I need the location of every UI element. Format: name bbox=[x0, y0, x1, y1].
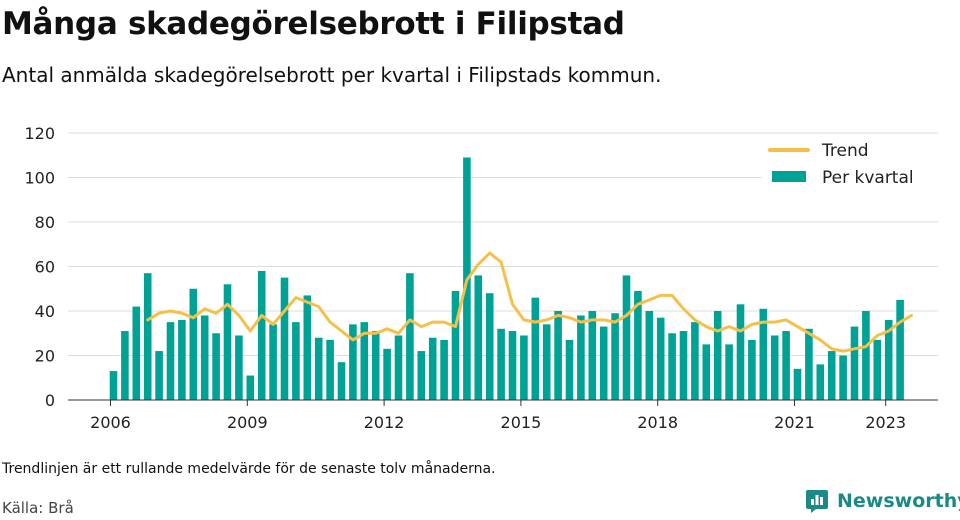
bar bbox=[736, 304, 745, 400]
bar bbox=[577, 315, 585, 400]
brand-logo[interactable]: Newsworthy bbox=[805, 488, 960, 514]
bar bbox=[839, 355, 847, 400]
bar bbox=[178, 319, 186, 400]
bar bbox=[497, 328, 505, 400]
bar bbox=[713, 311, 722, 400]
bar bbox=[531, 297, 540, 400]
bar bbox=[189, 288, 198, 400]
brand-name: Newsworthy bbox=[837, 490, 960, 512]
chart-title: Många skadegörelsebrott i Filipstad bbox=[2, 6, 625, 42]
x-tick-label: 2018 bbox=[637, 413, 678, 432]
x-tick-label: 2009 bbox=[227, 413, 268, 432]
bar bbox=[337, 362, 346, 400]
bar bbox=[554, 311, 562, 400]
bar bbox=[896, 299, 904, 400]
bar bbox=[611, 313, 619, 400]
bar bbox=[257, 270, 266, 400]
bar bbox=[862, 311, 870, 400]
bar bbox=[816, 364, 825, 400]
bar bbox=[679, 331, 688, 400]
bar bbox=[725, 344, 733, 400]
bar bbox=[805, 328, 813, 400]
bar bbox=[132, 306, 141, 400]
y-tick-label: 80 bbox=[35, 213, 55, 232]
bar bbox=[417, 351, 426, 400]
y-tick-label: 120 bbox=[24, 124, 55, 143]
bar bbox=[634, 290, 642, 400]
bar bbox=[326, 339, 334, 400]
y-tick-label: 40 bbox=[35, 302, 55, 321]
bar bbox=[314, 337, 323, 400]
bar bbox=[759, 308, 768, 400]
bar bbox=[702, 344, 711, 400]
legend-bars-swatch bbox=[772, 171, 806, 182]
bar bbox=[109, 371, 118, 400]
bar bbox=[645, 311, 654, 400]
trend-line bbox=[146, 251, 913, 353]
bar bbox=[349, 324, 357, 400]
legend-background bbox=[762, 135, 940, 197]
bar bbox=[508, 331, 517, 400]
bar bbox=[793, 368, 802, 400]
bar bbox=[406, 273, 414, 400]
source-label: Källa: Brå bbox=[2, 499, 74, 517]
bar bbox=[269, 324, 277, 400]
bar bbox=[656, 317, 665, 400]
y-tick-label: 100 bbox=[24, 169, 55, 188]
bar bbox=[360, 322, 369, 400]
bar bbox=[622, 275, 631, 400]
bar bbox=[884, 319, 893, 400]
bar bbox=[873, 339, 882, 400]
bar bbox=[748, 339, 756, 400]
bar bbox=[565, 339, 574, 400]
bar bbox=[451, 290, 460, 400]
bar bbox=[280, 277, 289, 400]
bar-chart-logo-icon bbox=[806, 490, 828, 513]
bar bbox=[485, 293, 494, 400]
bar bbox=[303, 295, 312, 400]
bar bbox=[235, 335, 243, 400]
legend-bars-label: Per kvartal bbox=[822, 168, 914, 188]
bar bbox=[200, 315, 209, 400]
chart-subtitle: Antal anmälda skadegörelsebrott per kvar… bbox=[2, 63, 662, 87]
bar bbox=[691, 322, 699, 400]
bar bbox=[246, 375, 255, 400]
bar bbox=[428, 337, 437, 400]
x-tick-label: 2012 bbox=[364, 413, 405, 432]
bar bbox=[770, 335, 779, 400]
bar bbox=[599, 326, 608, 400]
chart-area: 0 20 40 60 80 100 120 2006 2009 2012 2015 2018 2021 2… bbox=[24, 124, 940, 432]
bar bbox=[166, 322, 175, 400]
legend-trend-label: Trend bbox=[821, 141, 869, 161]
footnote: Trendlinjen är ett rullande medelvärde f… bbox=[2, 461, 496, 477]
bar bbox=[371, 331, 380, 400]
bar bbox=[520, 335, 528, 400]
x-tick-label: 2023 bbox=[865, 413, 906, 432]
bar bbox=[850, 326, 859, 400]
x-tick-label: 2006 bbox=[90, 413, 131, 432]
x-tick-label: 2015 bbox=[501, 413, 542, 432]
bar bbox=[383, 348, 391, 400]
bar bbox=[668, 333, 676, 400]
bar bbox=[155, 351, 163, 400]
x-tick-label: 2021 bbox=[774, 413, 815, 432]
bar bbox=[292, 322, 300, 400]
bar bbox=[223, 284, 232, 400]
bar bbox=[121, 331, 129, 400]
bar bbox=[827, 351, 836, 400]
bar bbox=[143, 273, 152, 400]
bar bbox=[394, 335, 403, 400]
bar bbox=[212, 333, 220, 400]
y-tick-label: 20 bbox=[35, 347, 55, 366]
bar bbox=[474, 275, 483, 400]
y-tick-label: 60 bbox=[35, 258, 55, 277]
bar bbox=[542, 324, 551, 400]
bar bbox=[588, 311, 597, 400]
bar bbox=[440, 339, 448, 400]
bar bbox=[782, 331, 790, 400]
y-tick-label: 0 bbox=[45, 391, 55, 410]
